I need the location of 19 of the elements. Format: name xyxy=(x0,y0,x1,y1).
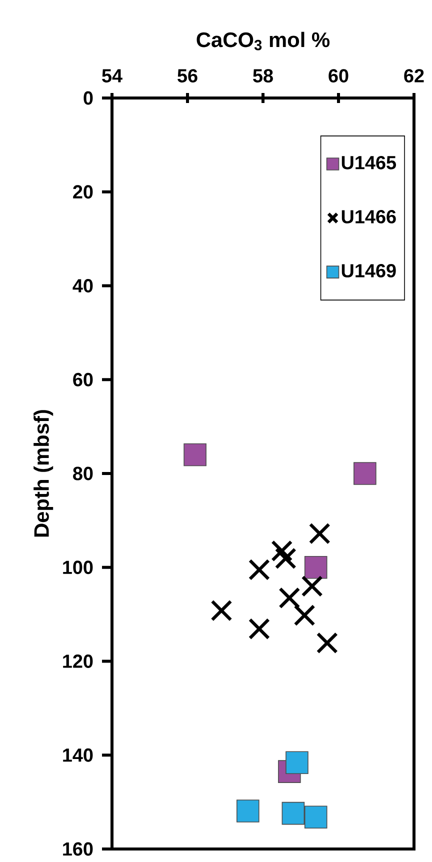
y-tick-label: 100 xyxy=(63,560,93,574)
y-tick-label: 140 xyxy=(63,748,93,762)
legend-label: U1469 xyxy=(342,264,396,278)
y-tick-label: 40 xyxy=(72,279,93,292)
x-tick-label: 54 xyxy=(102,69,122,82)
x-tick-label: 60 xyxy=(328,69,348,82)
y-tick-label: 0 xyxy=(84,91,93,105)
y-axis-title: Depth (mbsf) xyxy=(34,410,54,537)
legend-label: U1466 xyxy=(342,210,396,224)
y-tick-label: 80 xyxy=(73,466,93,480)
x-tick-label: 56 xyxy=(178,69,198,82)
legend-label: U1465 xyxy=(342,156,396,170)
y-tick-label: 160 xyxy=(63,842,93,856)
x-axis-title: CaCO$_{3}$ mol % xyxy=(196,32,330,50)
y-tick-label: 60 xyxy=(73,372,93,386)
y-tick-label: 20 xyxy=(73,185,93,199)
y-tick-label: 120 xyxy=(63,654,93,668)
x-tick-label: 58 xyxy=(253,69,273,82)
x-tick-label: 62 xyxy=(404,69,424,82)
